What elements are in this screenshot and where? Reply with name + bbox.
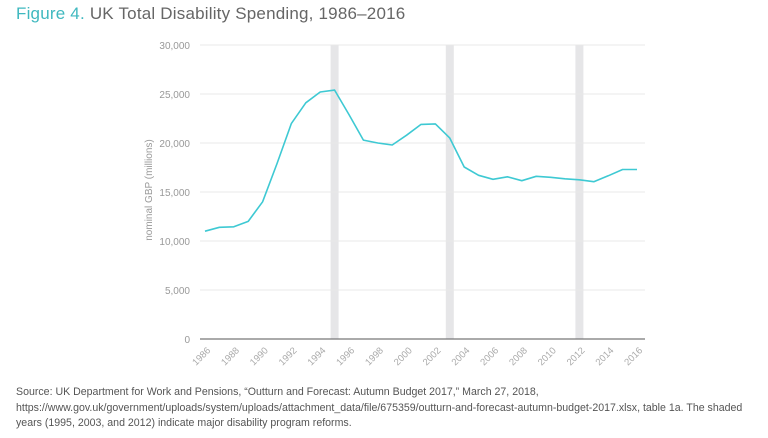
- x-tick-label: 1992: [277, 345, 300, 368]
- x-tick-label: 2010: [536, 345, 559, 368]
- series-line: [204, 89, 637, 232]
- figure-label: Figure 4.: [16, 4, 85, 23]
- x-tick-label: 1986: [190, 345, 213, 368]
- x-tick-label: 2014: [594, 345, 617, 368]
- x-tick-label: 1988: [219, 345, 242, 368]
- x-tick-label: 1990: [248, 345, 271, 368]
- y-tick-label: 5,000: [165, 286, 190, 297]
- x-tick-label: 1994: [306, 345, 329, 368]
- x-tick-label: 2016: [622, 345, 645, 368]
- x-tick-label: 2008: [507, 345, 530, 368]
- y-tick-label: 20,000: [159, 139, 190, 150]
- y-axis-label: nominal GBP (millions): [144, 139, 155, 241]
- x-tick-label: 2004: [450, 345, 473, 368]
- chart-title: Figure 4. UK Total Disability Spending, …: [16, 4, 405, 24]
- y-tick-label: 25,000: [159, 90, 190, 101]
- x-tick-label: 1998: [363, 345, 386, 368]
- figure-title-text: UK Total Disability Spending, 1986–2016: [89, 4, 406, 23]
- x-tick-label: 2000: [392, 345, 415, 368]
- x-tick-label: 2002: [421, 345, 444, 368]
- y-tick-label: 15,000: [159, 188, 190, 199]
- x-tick-label: 2006: [478, 345, 501, 368]
- source-note: Source: UK Department for Work and Pensi…: [16, 386, 743, 429]
- y-tick-label: 10,000: [159, 237, 190, 248]
- y-tick-label: 0: [184, 335, 190, 346]
- x-tick-label: 1996: [334, 345, 357, 368]
- y-tick-label: 30,000: [159, 41, 190, 52]
- x-tick-label: 2012: [565, 345, 588, 368]
